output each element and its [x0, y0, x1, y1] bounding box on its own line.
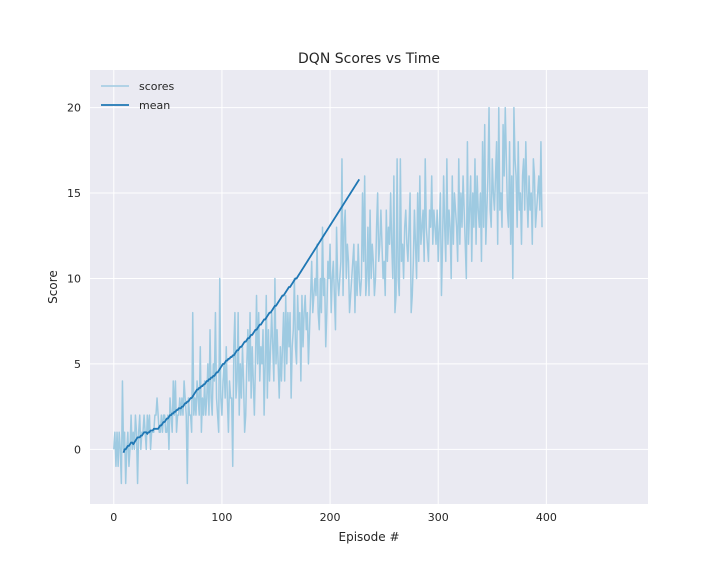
- chart-title: DQN Scores vs Time: [298, 51, 440, 67]
- y-tick-label: 15: [67, 187, 81, 200]
- x-tick-label: 400: [536, 511, 557, 524]
- legend-label-mean: mean: [139, 99, 170, 112]
- y-tick-label: 10: [67, 272, 81, 285]
- legend-label-scores: scores: [139, 80, 175, 93]
- plot-area: 0 100 200 300 400 0 5 10 15 20: [67, 70, 648, 524]
- legend: scores mean: [101, 80, 175, 112]
- series-line-mean: [122, 178, 361, 454]
- x-tick-label: 300: [428, 511, 449, 524]
- x-tick-label: 0: [110, 511, 117, 524]
- y-tick-label: 5: [74, 358, 81, 371]
- y-axis-label: Score: [46, 270, 60, 304]
- x-tick-label: 200: [320, 511, 341, 524]
- x-axis-label: Episode #: [339, 530, 400, 544]
- x-tick-label: 100: [211, 511, 232, 524]
- y-tick-label: 20: [67, 102, 81, 115]
- y-tick-label: 0: [74, 443, 81, 456]
- series-line-scores: [113, 106, 543, 485]
